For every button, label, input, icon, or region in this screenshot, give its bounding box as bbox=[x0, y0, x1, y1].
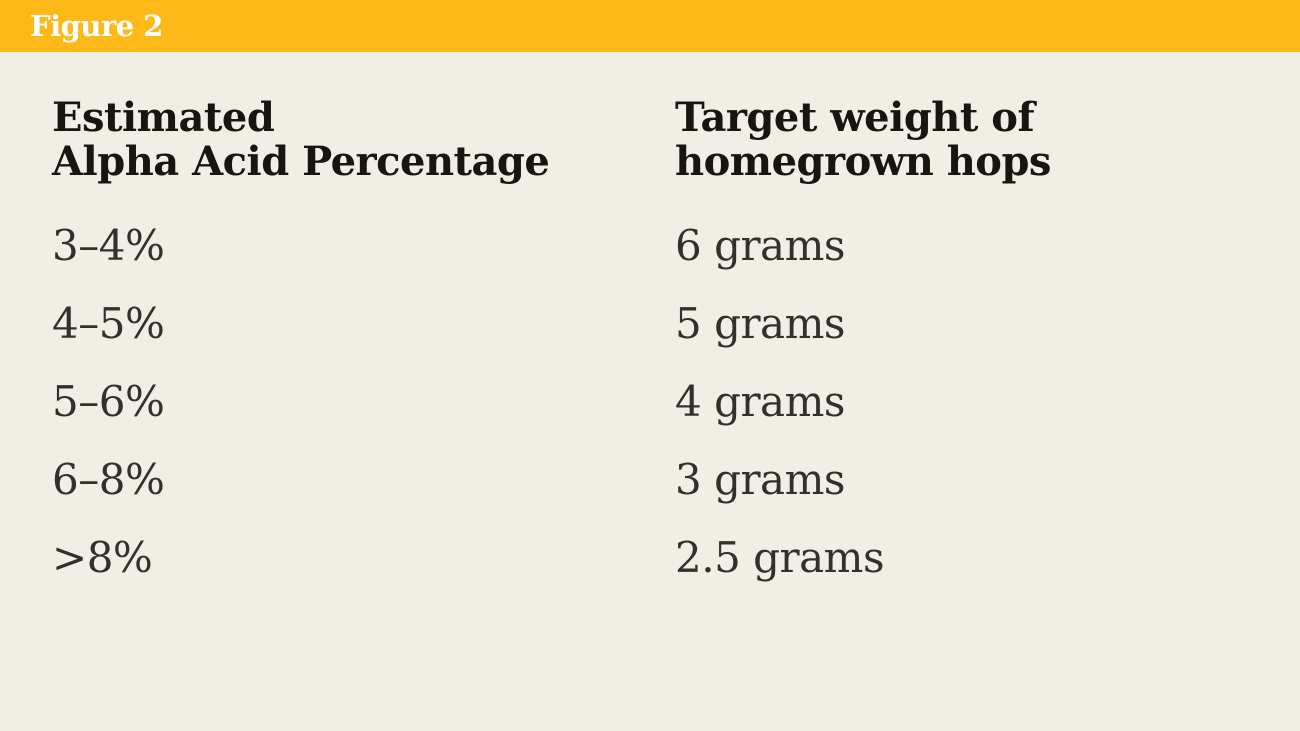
table-cell-alpha-row3: 5–6% bbox=[52, 376, 165, 426]
column-header-target-weight-line1: Target weight of bbox=[675, 94, 1035, 141]
table-cell-weight-row5: 2.5 grams bbox=[675, 532, 885, 582]
figure-label: Figure 2 bbox=[30, 9, 163, 43]
table-cell-weight-row3: 4 grams bbox=[675, 376, 845, 426]
table-cell-weight-row4: 3 grams bbox=[675, 454, 845, 504]
hops-weight-table: Estimated Alpha Acid Percentage Target w… bbox=[52, 96, 1300, 596]
column-header-alpha-acid: Estimated Alpha Acid Percentage bbox=[52, 96, 675, 184]
column-header-target-weight-line2: homegrown hops bbox=[675, 138, 1051, 185]
figure-header-bar: Figure 2 bbox=[0, 0, 1300, 52]
table-cell-weight-row1: 6 grams bbox=[675, 220, 845, 270]
table-cell-alpha-row4: 6–8% bbox=[52, 454, 165, 504]
column-header-alpha-acid-line1: Estimated bbox=[52, 94, 275, 141]
table-cell-weight-row2: 5 grams bbox=[675, 298, 845, 348]
table-cell-alpha-row1: 3–4% bbox=[52, 220, 165, 270]
table-cell-alpha-row2: 4–5% bbox=[52, 298, 165, 348]
column-header-alpha-acid-line2: Alpha Acid Percentage bbox=[52, 138, 550, 185]
figure-body: Estimated Alpha Acid Percentage Target w… bbox=[0, 52, 1300, 596]
column-header-target-weight: Target weight of homegrown hops bbox=[675, 96, 1300, 184]
table-cell-alpha-row5: >8% bbox=[52, 532, 153, 582]
